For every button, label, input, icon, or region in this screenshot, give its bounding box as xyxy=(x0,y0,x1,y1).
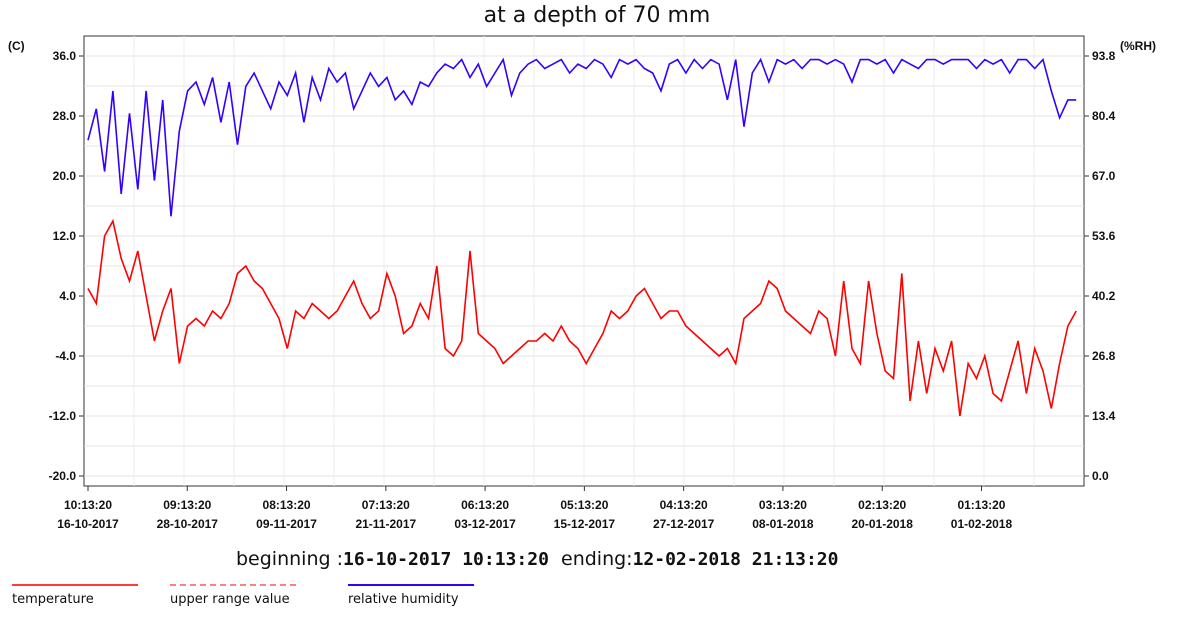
x-tick-date: 09-11-2017 xyxy=(256,517,317,531)
right-axis: 93.8 80.4 67.0 53.6 40.2 26.8 13.4 0.0 xyxy=(1084,49,1116,483)
right-tick-label: 40.2 xyxy=(1092,289,1116,303)
right-tick-label: 93.8 xyxy=(1092,49,1116,63)
right-tick-label: 26.8 xyxy=(1092,349,1116,363)
grid xyxy=(84,36,1084,486)
x-tick-date: 01-02-2018 xyxy=(951,517,1013,531)
x-tick-time: 10:13:20 xyxy=(64,498,112,512)
time-range: beginning :16-10-2017 10:13:20 ending:12… xyxy=(236,548,838,570)
x-tick-time: 01:13:20 xyxy=(957,498,1005,512)
left-tick-label: -12.0 xyxy=(49,409,77,423)
ending-label: ending: xyxy=(561,548,633,570)
x-tick-date: 27-12-2017 xyxy=(653,517,715,531)
x-tick-time: 07:13:20 xyxy=(362,498,410,512)
right-tick-label: 13.4 xyxy=(1092,409,1116,423)
beginning-value: 16-10-2017 10:13:20 xyxy=(343,549,549,570)
x-tick-time: 02:13:20 xyxy=(858,498,906,512)
right-tick-label: 0.0 xyxy=(1092,469,1109,483)
legend-relative-humidity-swatch xyxy=(348,584,474,586)
relative-humidity-series-line xyxy=(87,57,1077,217)
left-tick-label: 20.0 xyxy=(53,169,77,183)
x-tick-time: 03:13:20 xyxy=(759,498,807,512)
x-tick-time: 09:13:20 xyxy=(163,498,211,512)
x-tick-time: 04:13:20 xyxy=(660,498,708,512)
x-tick-time: 05:13:20 xyxy=(560,498,608,512)
right-tick-label: 80.4 xyxy=(1092,109,1116,123)
chart-title: at a depth of 70 mm xyxy=(484,3,711,28)
left-axis: 36.0 28.0 20.0 12.0 4.0 -4.0 -12.0 -20.0 xyxy=(49,49,84,483)
right-tick-label: 67.0 xyxy=(1092,169,1116,183)
left-tick-label: 12.0 xyxy=(53,229,77,243)
x-tick-date: 03-12-2017 xyxy=(454,517,516,531)
x-tick-date: 16-10-2017 xyxy=(57,517,119,531)
beginning-label: beginning : xyxy=(236,548,343,570)
x-axis: 10:13:20 16-10-2017 09:13:20 28-10-2017 08:1… xyxy=(57,486,1012,531)
legend-upper-range-swatch xyxy=(170,584,296,586)
legend-relative-humidity: relative humidity xyxy=(348,584,474,607)
x-tick-time: 08:13:20 xyxy=(263,498,311,512)
x-tick-date: 21-11-2017 xyxy=(355,517,416,531)
right-axis-unit: (%RH) xyxy=(1120,39,1156,53)
left-tick-label: -20.0 xyxy=(49,469,77,483)
x-tick-date: 28-10-2017 xyxy=(157,517,219,531)
right-tick-label: 53.6 xyxy=(1092,229,1116,243)
temperature-series-line xyxy=(87,218,1077,417)
left-tick-label: 28.0 xyxy=(53,109,77,123)
left-tick-label: 36.0 xyxy=(53,49,77,63)
x-tick-date: 20-01-2018 xyxy=(852,517,914,531)
ending-value: 12-02-2018 21:13:20 xyxy=(632,549,839,570)
left-tick-label: -4.0 xyxy=(55,349,76,363)
left-axis-unit: (C) xyxy=(8,39,25,53)
x-tick-date: 08-01-2018 xyxy=(752,517,814,531)
legend-temperature: temperature xyxy=(12,584,138,607)
legend-relative-humidity-label: relative humidity xyxy=(348,592,459,607)
x-tick-date: 15-12-2017 xyxy=(554,517,616,531)
legend-upper-range-label: upper range value xyxy=(170,592,290,607)
left-tick-label: 4.0 xyxy=(59,289,76,303)
legend-temperature-label: temperature xyxy=(12,592,94,607)
legend-upper-range: upper range value xyxy=(170,584,296,607)
legend-temperature-swatch xyxy=(12,584,138,586)
x-tick-time: 06:13:20 xyxy=(461,498,509,512)
